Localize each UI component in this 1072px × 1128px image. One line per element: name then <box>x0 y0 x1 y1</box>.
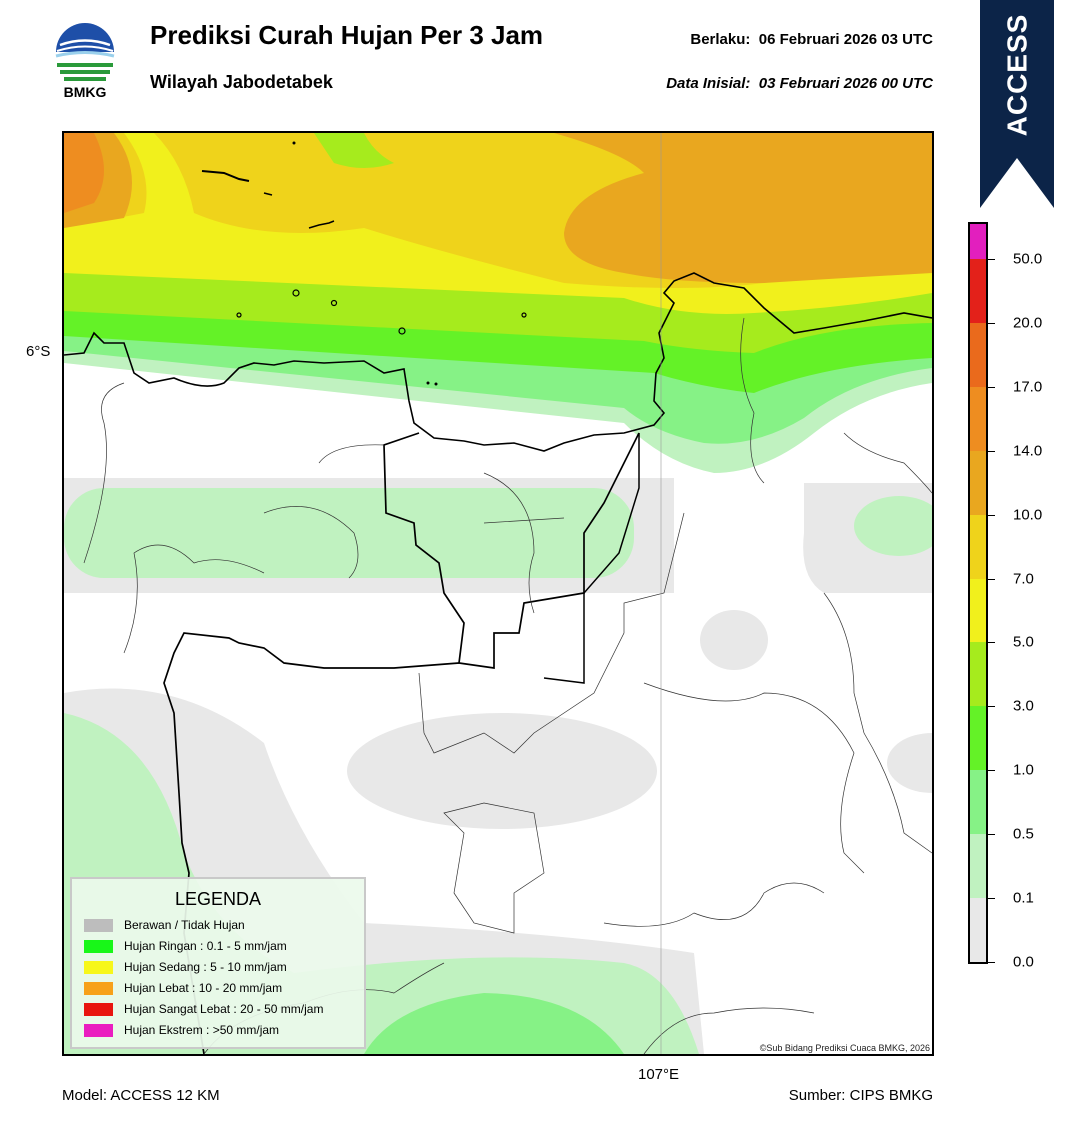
colorbar-tick <box>988 962 995 963</box>
legend-swatch <box>84 981 113 995</box>
colorbar-segment <box>970 259 986 323</box>
province-border-3 <box>543 433 640 684</box>
light-green-band-west <box>64 488 634 578</box>
init-time-value: 03 Februari 2026 00 UTC <box>758 75 933 92</box>
legend-item: Hujan Lebat : 10 - 20 mm/jam <box>84 981 282 995</box>
colorbar-tick-label: 0.5 <box>1013 825 1034 843</box>
legend-label: Hujan Sangat Lebat : 20 - 50 mm/jam <box>124 1002 324 1016</box>
colorbar-segment <box>970 514 986 579</box>
legend-swatch <box>84 960 113 974</box>
island-1 <box>201 170 250 182</box>
colorbar-tick-label: 20.0 <box>1013 314 1043 332</box>
init-time: Data Inisial: 03 Februari 2026 00 UTC <box>666 75 933 92</box>
colorbar-tick-label: 1.0 <box>1013 761 1034 779</box>
colorbar-segment <box>970 450 986 515</box>
island-2 <box>263 192 273 196</box>
legend-swatch <box>84 1002 113 1016</box>
colorbar-segment <box>970 578 986 643</box>
valid-time: Berlaku: 06 Februari 2026 03 UTC <box>690 31 933 48</box>
legend-item: Hujan Sangat Lebat : 20 - 50 mm/jam <box>84 1002 323 1016</box>
gray-patch-east <box>887 733 932 793</box>
colorbar-tick-label: 17.0 <box>1013 378 1043 396</box>
legend-label: Hujan Ekstrem : >50 mm/jam <box>124 1023 280 1037</box>
island-9 <box>426 381 430 385</box>
colorbar-tick <box>988 386 995 388</box>
colorbar <box>968 222 988 964</box>
source-note: Sumber: CIPS BMKG <box>788 1087 933 1104</box>
latitude-label: 6°S <box>26 343 51 360</box>
colorbar-tick-label: 5.0 <box>1013 633 1034 651</box>
colorbar-tick-label: 7.0 <box>1013 570 1034 588</box>
colorbar-tick <box>988 259 995 260</box>
valid-time-value: 06 Februari 2026 03 UTC <box>758 31 933 48</box>
legend-item: Hujan Ekstrem : >50 mm/jam <box>84 1023 279 1037</box>
legend-item: Hujan Sedang : 5 - 10 mm/jam <box>84 960 287 974</box>
access-badge-icon <box>980 0 1054 208</box>
colorbar-segment <box>970 386 986 451</box>
logo-text: BMKG <box>63 84 107 100</box>
colorbar-tick <box>988 770 995 772</box>
colorbar-tick-label: 3.0 <box>1013 697 1034 715</box>
coastline <box>64 272 932 452</box>
island-3 <box>308 220 335 229</box>
colorbar-tick <box>988 642 995 644</box>
rain-band-3-north <box>314 133 394 168</box>
legend-item: Berawan / Tidak Hujan <box>84 918 245 932</box>
colorbar-tick <box>988 578 995 580</box>
legend-box: LEGENDA Berawan / Tidak Hujan Hujan Ring… <box>70 877 366 1049</box>
colorbar-tick <box>988 834 995 836</box>
colorbar-tick-label: 14.0 <box>1013 442 1043 460</box>
colorbar-tick-label: 10.0 <box>1013 506 1043 524</box>
bmkg-logo-icon <box>55 23 115 81</box>
island-5 <box>330 299 338 307</box>
island-8 <box>521 312 527 318</box>
rain-band-7-west <box>64 133 104 213</box>
gray-patch-small <box>700 610 768 670</box>
colorbar-tick <box>988 706 995 708</box>
regency-borders <box>83 317 932 1054</box>
copyright-note: ©Sub Bidang Prediksi Cuaca BMKG, 2026 <box>759 1043 930 1053</box>
legend-item: Hujan Ringan : 0.1 - 5 mm/jam <box>84 939 287 953</box>
colorbar-tick <box>988 898 995 900</box>
model-note: Model: ACCESS 12 KM <box>62 1087 220 1104</box>
access-badge-text: ACCESS <box>1001 13 1033 137</box>
colorbar-tick-label: 0.0 <box>1013 953 1034 971</box>
colorbar-tick <box>988 514 995 516</box>
legend-swatch <box>84 1023 113 1037</box>
legend-swatch <box>84 918 113 932</box>
island-10 <box>434 382 438 386</box>
legend-swatch <box>84 939 113 953</box>
legend-title: LEGENDA <box>174 889 262 909</box>
light-green-band-east <box>854 496 932 556</box>
colorbar-segment <box>970 706 986 771</box>
legend-label: Hujan Lebat : 10 - 20 mm/jam <box>124 981 283 995</box>
island-6 <box>236 312 242 318</box>
gray-patch-central <box>347 713 657 829</box>
island-7 <box>398 327 406 335</box>
colorbar-segment <box>970 642 986 707</box>
valid-time-label: Berlaku: <box>690 31 751 48</box>
colorbar-segment <box>970 898 986 962</box>
colorbar-segment <box>970 224 986 259</box>
page-subtitle: Wilayah Jabodetabek <box>150 72 333 92</box>
colorbar-segment <box>970 322 986 387</box>
longitude-label: 107°E <box>638 1066 680 1083</box>
colorbar-tick <box>988 450 995 452</box>
colorbar-segment <box>970 770 986 835</box>
island-4 <box>292 289 300 297</box>
rain-band-6-east <box>554 133 932 283</box>
legend-label: Hujan Ringan : 0.1 - 5 mm/jam <box>124 939 287 953</box>
colorbar-tick-label: 50.0 <box>1013 250 1043 268</box>
init-time-label: Data Inisial: <box>666 75 751 92</box>
green-patch-south <box>364 993 624 1054</box>
colorbar-tick-label: 0.1 <box>1013 889 1034 907</box>
page-title: Prediksi Curah Hujan Per 3 Jam <box>150 20 544 50</box>
island-11 <box>292 141 296 145</box>
colorbar-segment <box>970 834 986 899</box>
legend-label: Berawan / Tidak Hujan <box>124 918 245 932</box>
access-badge: ACCESS <box>980 0 1054 150</box>
legend-label: Hujan Sedang : 5 - 10 mm/jam <box>124 960 287 974</box>
colorbar-tick <box>988 322 995 324</box>
